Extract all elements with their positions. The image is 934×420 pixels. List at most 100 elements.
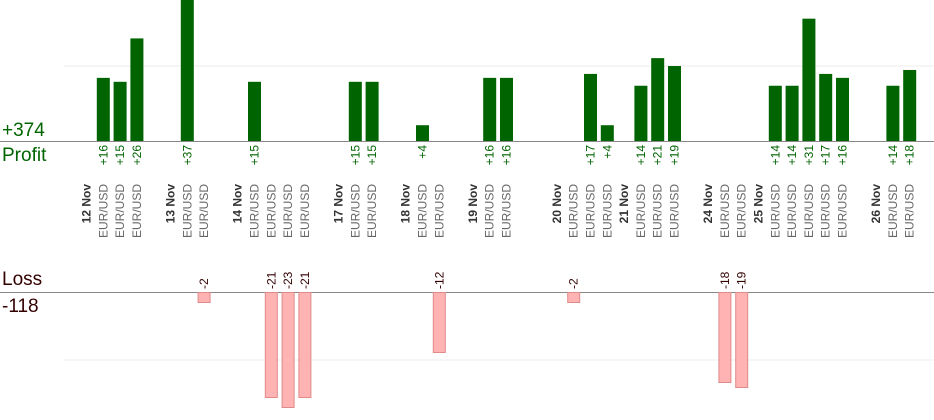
symbol-label: EUR/USD [567,184,581,238]
symbol-label: EUR/USD [903,184,917,238]
profit-value-label: +14 [634,145,648,166]
profit-value-label: +14 [785,145,799,166]
profit-value-label: +16 [96,145,110,166]
symbol-label: EUR/USD [836,184,850,238]
loss-bar [281,292,295,408]
loss-bar [197,292,211,303]
profit-bar [248,81,261,141]
date-label: 26 Nov [869,184,883,224]
profit-bar [113,81,127,141]
symbol-label: EUR/USD [113,184,127,238]
axes [0,141,934,293]
loss-value-label: -21 [298,271,312,289]
date-label: 20 Nov [550,184,564,224]
profit-value-label: +17 [819,145,833,166]
loss-bar [567,292,581,303]
loss-value-label: -18 [718,271,732,289]
symbol-label: EUR/USD [735,184,749,238]
symbol-label: EUR/USD [365,184,379,238]
symbol-label: EUR/USD [483,184,497,238]
profit-bar [584,73,597,141]
profit-value-label: +37 [180,145,194,166]
symbol-label: EUR/USD [500,184,514,238]
profit-value-label: +14 [768,145,782,166]
loss-value-label: -2 [197,278,211,289]
profit-value-label: +15 [248,145,262,166]
symbol-label: EUR/USD [416,184,430,238]
date-label: 12 Nov [80,184,94,224]
symbol-label: EUR/USD [96,184,110,238]
loss-value-label: -12 [432,271,446,289]
date-label: 18 Nov [399,184,413,224]
loss-bar [264,292,278,398]
profit-bar [365,81,379,141]
profit-value-label: +21 [651,145,665,166]
loss-value-label: -19 [735,271,749,289]
profit-bar [96,77,110,141]
profit-value-label: +4 [600,145,614,159]
symbol-label: EUR/USD [264,184,278,238]
profit-value-label: +16 [500,145,514,166]
profit-bar [500,77,513,141]
profit-value-label: +19 [668,145,682,166]
loss-value-label: -21 [264,271,278,289]
trade-bars [96,0,917,408]
profit-value-label: +14 [886,145,900,166]
profit-bar [668,66,681,141]
symbol-label: EUR/USD [584,184,598,238]
date-label: 24 Nov [701,184,715,224]
symbol-label: EUR/USD [298,184,312,238]
profit-value-label: +31 [802,145,816,166]
profit-bar [416,125,429,141]
profit-bar [130,38,144,141]
loss-value-label: -2 [567,278,581,289]
loss-label: Loss [2,269,43,290]
x-axis-labels: EUR/USD EUR/USD EUR/USD EUR/USD EUR/USD EUR/U… [80,184,917,238]
profit-bar [903,69,917,141]
profit-bar [180,0,194,141]
loss-value-label: -23 [281,271,295,289]
symbol-label: EUR/USD [651,184,665,238]
symbol-label: EUR/USD [634,184,648,238]
profit-bar [634,85,648,141]
loss-total: -118 [2,296,39,317]
symbol-label: EUR/USD [802,184,816,238]
profit-total: +374 [2,120,45,141]
date-label: 19 Nov [466,184,480,224]
profit-bar [768,85,782,141]
profit-value-label: +15 [348,145,362,166]
profit-value-label: +18 [903,145,917,166]
symbol-label: EUR/USD [432,184,446,238]
profit-value-label: +15 [365,145,379,166]
symbol-label: EUR/USD [281,184,295,238]
profit-value-label: +4 [416,145,430,159]
profit-bar [836,77,849,141]
profit-value-label: +17 [584,145,598,166]
symbol-label: EUR/USD [886,184,900,238]
symbol-label: EUR/USD [768,184,782,238]
gridlines [64,65,934,361]
symbol-label: EUR/USD [785,184,799,238]
value-labels: +16 +15 +26 +37-2+15-21 -23 -21+15 +15 +4-12+16… [96,145,916,289]
profit-bar [348,81,362,141]
loss-bar [718,292,732,383]
profit-bar [886,85,900,141]
symbol-label: EUR/USD [180,184,194,238]
symbol-label: EUR/USD [130,184,144,238]
profit-label: Profit [2,145,47,166]
symbol-label: EUR/USD [819,184,833,238]
loss-bar [432,292,446,353]
date-label: 14 Nov [231,184,245,224]
profit-bar [819,73,833,141]
symbol-label: EUR/USD [718,184,732,238]
profit-bar [785,85,799,141]
profit-value-label: +15 [113,145,127,166]
profit-bar [600,125,614,141]
profit-value-label: +16 [483,145,497,166]
profit-value-label: +16 [836,145,850,166]
symbol-label: EUR/USD [600,184,614,238]
date-label: 17 Nov [332,184,346,224]
date-label: 25 Nov [752,184,766,224]
profit-bar [483,77,497,141]
